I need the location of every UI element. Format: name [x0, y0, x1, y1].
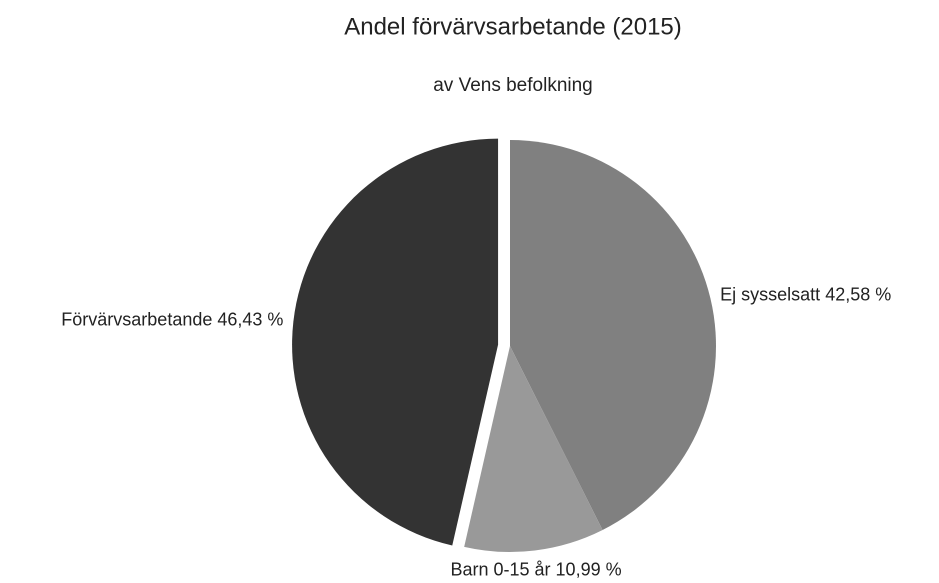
- chart-title: Andel förvärvsarbetande (2015): [344, 13, 682, 40]
- slice-category: Barn 0-15 år: [450, 559, 550, 579]
- slice-label: Barn 0-15 år 10,99 %: [450, 559, 621, 579]
- slice-value: 46,43 %: [217, 309, 283, 329]
- pie-slice: [292, 138, 499, 546]
- slice-category: Förvärvsarbetande: [61, 309, 212, 329]
- pie-slice: [510, 140, 717, 531]
- slice-label: Ej sysselsatt 42,58 %: [720, 284, 891, 304]
- slice-value: 42,58 %: [825, 284, 891, 304]
- slice-value: 10,99 %: [556, 559, 622, 579]
- pie-slice: [464, 346, 603, 552]
- slice-category: Ej sysselsatt: [720, 284, 820, 304]
- slice-label: Förvärvsarbetande 46,43 %: [61, 309, 283, 329]
- chart-subtitle: av Vens befolkning: [433, 75, 593, 96]
